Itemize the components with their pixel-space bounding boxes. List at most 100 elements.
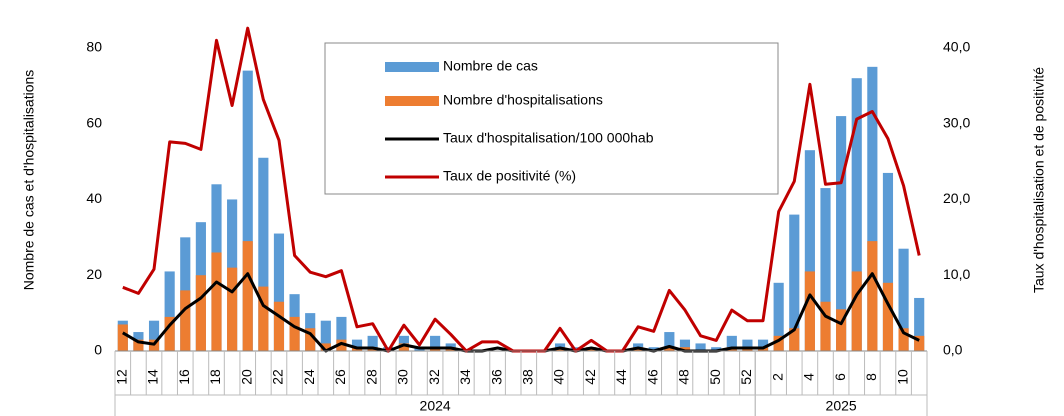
x-tick-label: 14: [145, 369, 161, 385]
bar: [336, 316, 347, 351]
bar: [882, 172, 894, 351]
bar: [164, 316, 175, 351]
line-series: [122, 272, 920, 353]
y2-tick-label: 0,0: [943, 342, 963, 358]
y-axis-title: Nombre de cas et d'hospitalisations: [21, 70, 37, 291]
y-tick-label: 20: [86, 266, 102, 282]
legend-label: Taux d'hospitalisation/100 000hab: [443, 130, 654, 146]
bar: [430, 335, 441, 351]
x-tick-label: 42: [582, 369, 598, 385]
bar: [914, 297, 925, 351]
bar: [273, 301, 285, 351]
x-tick-label: 36: [488, 369, 504, 385]
bar: [258, 157, 269, 351]
bar: [836, 116, 847, 351]
bar: [664, 347, 675, 351]
x-tick-label: 18: [207, 369, 223, 385]
x-tick-label: 28: [363, 369, 379, 385]
bar: [320, 343, 331, 351]
legend-label: Nombre d'hospitalisations: [443, 92, 603, 108]
y-tick-label: 40: [86, 190, 102, 206]
x-tick-label: 38: [520, 369, 536, 385]
bar: [804, 271, 815, 351]
bar: [227, 267, 238, 351]
x-tick-label: 46: [644, 369, 660, 385]
x-tick-label: 16: [176, 369, 192, 385]
y2-tick-label: 10,0: [943, 266, 970, 282]
bar: [273, 233, 285, 351]
bar: [679, 347, 691, 351]
bar: [820, 188, 831, 351]
bar: [133, 339, 144, 351]
bar: [898, 328, 909, 351]
bar: [726, 335, 737, 351]
bar: [305, 328, 316, 351]
y2-tick-label: 30,0: [943, 114, 970, 130]
x-tick-label: 24: [301, 369, 317, 385]
bar: [914, 335, 925, 351]
x-tick-label: 2: [769, 373, 785, 381]
bar: [882, 282, 894, 351]
x-tick-label: 20: [238, 369, 254, 385]
bar: [242, 241, 253, 351]
y2-axis-title: Taux d'hospitalisation et de positivité: [1031, 67, 1047, 293]
y-tick-label: 80: [86, 39, 102, 55]
x-tick-label: 50: [707, 369, 723, 385]
bar: [898, 248, 909, 351]
bar: [164, 271, 175, 351]
bar: [836, 309, 847, 351]
bar: [351, 339, 363, 351]
bar: [258, 286, 269, 351]
bar: [195, 275, 206, 351]
bar: [867, 241, 878, 351]
bar: [211, 252, 222, 351]
bar: [757, 339, 769, 351]
x-tick-label: 48: [676, 369, 692, 385]
x-tick-label: 12: [114, 369, 130, 385]
bar: [773, 282, 784, 351]
legend-swatch: [385, 96, 439, 106]
bar: [789, 328, 800, 351]
bar: [242, 70, 253, 351]
x-tick-label: 26: [332, 369, 348, 385]
x-tick-label: 52: [738, 369, 754, 385]
bar: [336, 339, 347, 351]
x-tick-label: 30: [395, 369, 411, 385]
bar: [773, 335, 784, 351]
x-tick-label: 40: [551, 369, 567, 385]
bar: [867, 66, 878, 351]
bar: [711, 347, 722, 351]
bar: [398, 343, 409, 351]
legend-label: Taux de positivité (%): [443, 168, 576, 184]
bar: [320, 320, 331, 351]
x-tick-label: 34: [457, 369, 473, 385]
bar: [742, 339, 753, 351]
y-tick-label: 60: [86, 114, 102, 130]
x-tick-label: 8: [863, 373, 879, 381]
bar: [648, 347, 659, 351]
bar: [695, 343, 706, 351]
x-tick-label: 22: [270, 369, 286, 385]
x-tick-label: 6: [832, 373, 848, 381]
y2-tick-label: 40,0: [943, 39, 970, 55]
bar: [804, 150, 815, 351]
x-tick-label: 4: [801, 373, 817, 381]
x-tick-label: 10: [894, 369, 910, 385]
legend-label: Nombre de cas: [443, 58, 538, 74]
bar: [148, 320, 160, 351]
bar: [367, 335, 378, 351]
bar: [679, 339, 691, 351]
x-group-label: 2025: [826, 398, 857, 414]
y2-tick-label: 20,0: [943, 190, 970, 206]
x-group-label: 2024: [420, 398, 451, 414]
bar: [851, 271, 862, 351]
bar: [789, 214, 800, 351]
x-tick-label: 32: [426, 369, 442, 385]
bar: [289, 316, 300, 351]
bar: [820, 301, 831, 351]
y-tick-label: 0: [94, 342, 102, 358]
bar: [180, 290, 191, 351]
legend-swatch: [385, 62, 439, 72]
x-tick-label: 44: [613, 369, 629, 385]
